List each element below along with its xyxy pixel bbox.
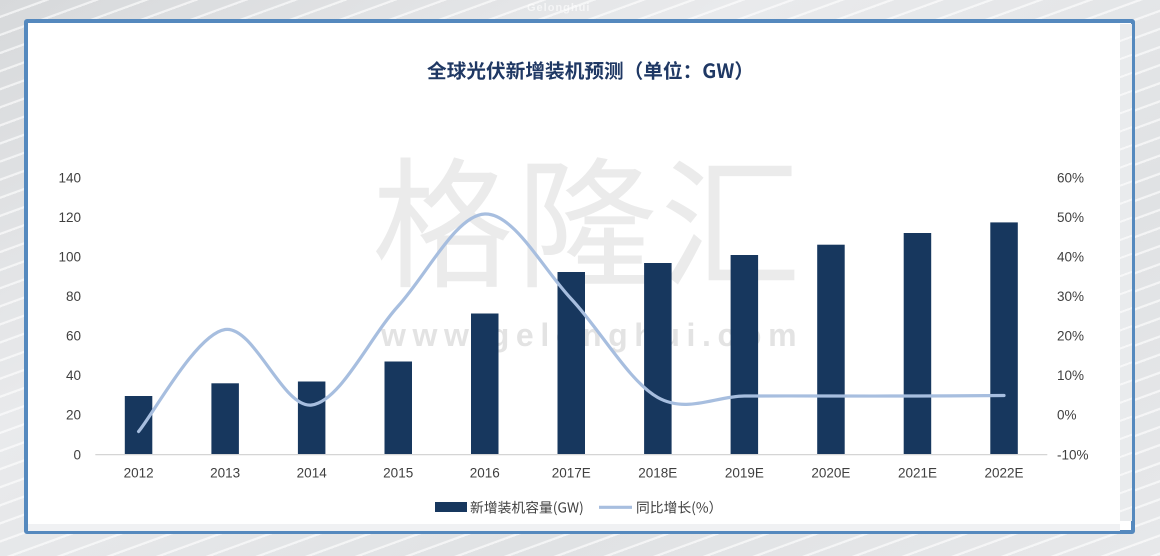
svg-text:50%: 50% [1057, 210, 1084, 225]
svg-text:2020E: 2020E [811, 466, 850, 481]
svg-text:40: 40 [66, 368, 81, 383]
svg-text:2015: 2015 [383, 466, 413, 481]
svg-text:2021E: 2021E [898, 466, 937, 481]
svg-text:10%: 10% [1057, 368, 1084, 383]
svg-text:2017E: 2017E [552, 466, 591, 481]
svg-text:2012: 2012 [124, 466, 154, 481]
svg-text:140: 140 [58, 170, 81, 185]
svg-text:2019E: 2019E [725, 466, 764, 481]
svg-text:20%: 20% [1057, 329, 1084, 344]
svg-text:2013: 2013 [210, 466, 240, 481]
svg-text:20: 20 [66, 408, 81, 423]
svg-text:80: 80 [66, 289, 81, 304]
svg-text:2016: 2016 [470, 466, 500, 481]
svg-text:2014: 2014 [297, 466, 328, 481]
svg-text:www.gelonghui.com: www.gelonghui.com [380, 317, 803, 353]
svg-text:2022E: 2022E [984, 466, 1023, 481]
svg-text:0: 0 [73, 447, 81, 462]
svg-text:-10%: -10% [1057, 447, 1089, 462]
svg-text:40%: 40% [1057, 249, 1084, 264]
svg-text:30%: 30% [1057, 289, 1084, 304]
svg-text:0%: 0% [1057, 408, 1077, 423]
svg-text:60: 60 [66, 329, 81, 344]
svg-text:120: 120 [58, 210, 81, 225]
svg-text:60%: 60% [1057, 170, 1084, 185]
svg-text:2018E: 2018E [638, 466, 677, 481]
svg-text:100: 100 [58, 249, 81, 264]
